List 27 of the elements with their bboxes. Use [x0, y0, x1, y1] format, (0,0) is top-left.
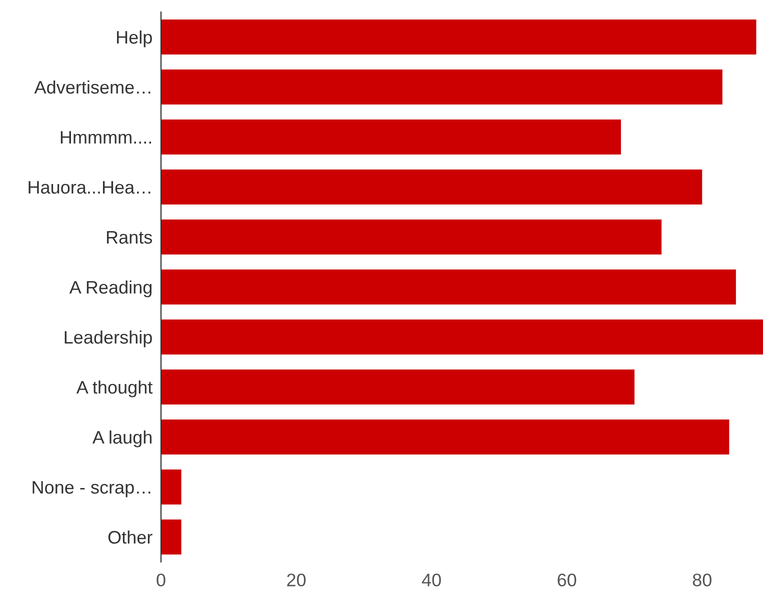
y-tick-label: Rants	[106, 231, 152, 244]
bar	[161, 470, 182, 504]
bar	[161, 520, 182, 554]
bar	[161, 170, 702, 204]
x-tick-label: 0	[156, 574, 166, 586]
y-tick-label: None - scrap…	[32, 481, 150, 498]
y-tick-label: Hmmmm....	[60, 131, 152, 144]
y-tick-label: Leadership	[64, 330, 152, 348]
x-tick-label: 60	[558, 574, 576, 586]
y-tick-label: Help	[117, 30, 152, 48]
bar	[161, 70, 722, 104]
bar	[161, 220, 662, 254]
bar	[161, 20, 756, 54]
bar	[161, 370, 634, 404]
y-tick-label: Advertiseme…	[34, 80, 150, 94]
y-tick-label: A laugh	[92, 430, 152, 448]
bar	[161, 320, 763, 354]
x-tick-label: 40	[422, 574, 441, 586]
y-tick-label: Hauora...Hea…	[28, 181, 150, 194]
y-tick-label: A thought	[76, 380, 153, 398]
y-tick-label: Other	[108, 530, 152, 544]
bar	[161, 420, 730, 454]
x-tick-label: 20	[287, 574, 306, 586]
y-tick-label: A Reading	[69, 280, 152, 298]
bar	[161, 120, 621, 154]
bar	[161, 270, 736, 304]
x-tick-label: 80	[692, 574, 712, 586]
